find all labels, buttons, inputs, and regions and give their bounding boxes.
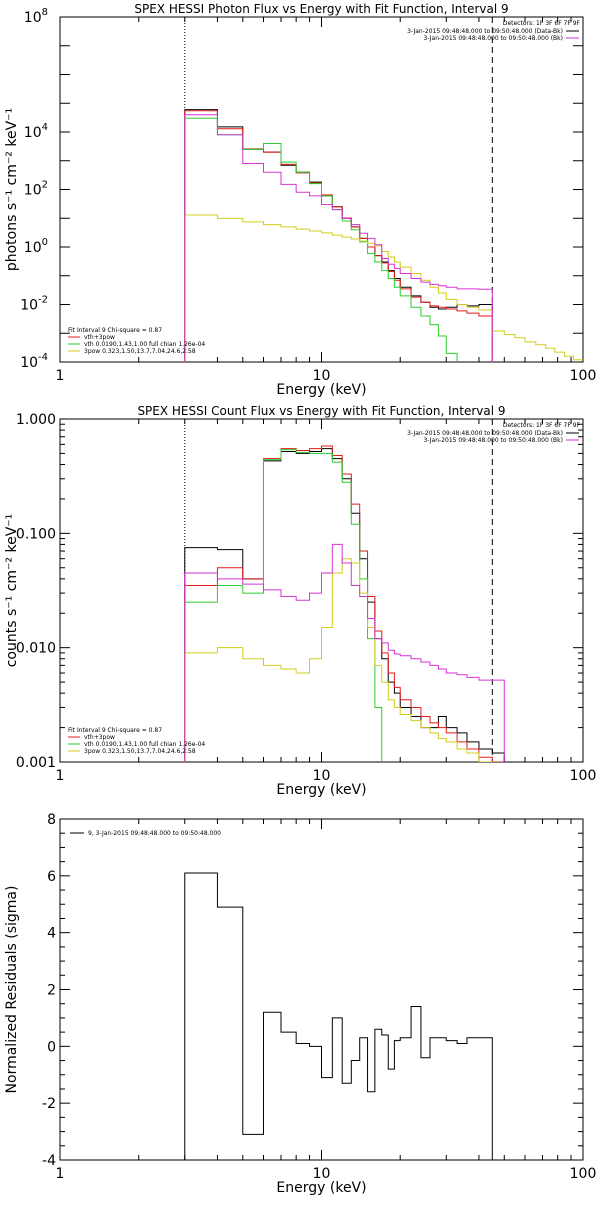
series-group <box>184 109 583 362</box>
legend-detectors: Detectors: 1F 3F 6F 7F 9F <box>503 20 581 27</box>
y-tick-label: 102 <box>24 180 48 199</box>
legend-fit-info: Fit Interval 9 Chi-square = 0.87 <box>68 727 162 734</box>
legend-entry: 3-Jan-2015 09:48:48.000 to 09:50:48.000 … <box>407 28 563 35</box>
y-tick-label: 0.001 <box>16 755 56 771</box>
legend-entry: vth 0.0190,1.43,1.00 full chian 1.26e-04 <box>84 741 205 748</box>
y-tick-label: 10-2 <box>20 295 48 314</box>
axes-frame <box>59 818 584 1161</box>
x-tick-label: 100 <box>570 1166 597 1182</box>
chart-title: SPEX HESSI Photon Flux vs Energy with Fi… <box>134 2 508 16</box>
y-tick-base: 10 <box>24 125 42 141</box>
x-tick-label: 1 <box>56 768 65 784</box>
legend-entry: vth+3pow <box>84 334 115 341</box>
y-tick-base: 10 <box>20 355 38 371</box>
chart-title: SPEX HESSI Count Flux vs Energy with Fit… <box>137 404 505 418</box>
legend-detectors: Detectors: 1F 3F 6F 7F 9F <box>503 422 581 429</box>
plot-2: SPEX HESSI Count Flux vs Energy with Fit… <box>4 404 596 798</box>
y-tick-label: 104 <box>24 122 48 141</box>
legend-entry: vth+3pow <box>84 734 115 741</box>
legend-entry: 3-Jan-2015 09:48:48.000 to 09:50:48.000 … <box>423 437 563 444</box>
y-tick-label: 100 <box>24 237 48 256</box>
y-tick-base: 10 <box>24 10 42 26</box>
y-tick-label: 0.100 <box>16 526 56 542</box>
y-tick-label: 108 <box>24 7 48 26</box>
legend-entry: vth 0.0190,1.43,1.00 full chian 1.26e-04 <box>84 341 205 348</box>
legend-entry: 3-Jan-2015 09:48:48.000 to 09:50:48.000 … <box>423 35 563 42</box>
series-bk <box>184 114 493 362</box>
x-axis-label: Energy (keV) <box>276 1180 366 1196</box>
y-tick-exponent: 2 <box>42 180 48 191</box>
y-axis-label: photons s⁻¹ cm⁻² keV⁻¹ <box>4 108 20 271</box>
y-tick-label: 2 <box>47 983 56 999</box>
y-tick-base: 10 <box>24 183 42 199</box>
y-tick-label: 4 <box>47 926 56 942</box>
y-tick-label: 0.010 <box>16 641 56 657</box>
legend-entry: 3pow 0.323,1.50,13.7,7.04,24.6,2.58 <box>84 748 196 755</box>
legend-entry: 9, 3-Jan-2015 09:48:48.000 to 09:50:48.0… <box>88 830 221 837</box>
y-tick-label: 8 <box>47 812 56 828</box>
y-tick-label: 10-4 <box>20 352 48 371</box>
x-tick-label: 1 <box>56 1166 65 1182</box>
y-axis-label: Normalized Residuals (sigma) <box>4 886 20 1094</box>
x-tick-label: 1 <box>56 368 65 384</box>
x-tick-label: 100 <box>570 768 597 784</box>
y-tick-base: 10 <box>20 298 38 314</box>
x-tick-label: 100 <box>570 368 597 384</box>
y-tick-label: 1.000 <box>16 412 56 428</box>
x-tick-label: 10 <box>313 368 331 384</box>
series-bk <box>184 543 505 762</box>
y-tick-exponent: 8 <box>42 7 48 18</box>
y-tick-label: -2 <box>42 1096 56 1112</box>
y-tick-exponent: -4 <box>38 352 48 363</box>
series-group <box>184 872 493 1160</box>
plot-1: SPEX HESSI Photon Flux vs Energy with Fi… <box>4 2 596 398</box>
series-vth <box>184 117 468 362</box>
y-axis-label: counts s⁻¹ cm⁻² keV⁻¹ <box>4 514 20 668</box>
x-axis-label: Energy (keV) <box>276 782 366 798</box>
x-axis-label: Energy (keV) <box>276 382 366 398</box>
plot-3: 1 10 100 Energy (keV) -4 -2 0 2 4 6 8 Normalized Re… <box>4 812 596 1196</box>
series-3pow <box>184 558 505 762</box>
y-tick-base: 10 <box>24 240 42 256</box>
series-data-bk <box>184 109 493 362</box>
series-vth-3pow <box>184 445 505 762</box>
legend-entry: 3-Jan-2015 09:48:48.000 to 09:50:48.000 … <box>407 430 563 437</box>
y-tick-exponent: -2 <box>38 295 48 306</box>
series-group <box>184 445 505 762</box>
y-tick-label: 0 <box>47 1039 56 1055</box>
series-residuals <box>184 872 493 1160</box>
y-tick-label: 6 <box>47 869 56 885</box>
x-tick-label: 10 <box>313 768 331 784</box>
y-tick-exponent: 0 <box>42 237 48 248</box>
series-vth <box>184 449 401 762</box>
series-data-bk <box>184 448 505 762</box>
legend-fit-info: Fit Interval 9 Chi-square = 0.87 <box>68 327 162 334</box>
series-vth-3pow <box>184 110 493 362</box>
legend-entry: 3pow 0.323,1.50,13.7,7.04,24.6,2.58 <box>84 348 196 355</box>
series-3pow-extension <box>492 330 583 361</box>
x-tick-label: 10 <box>313 1166 331 1182</box>
y-tick-exponent: 4 <box>42 122 48 133</box>
y-tick-label: -4 <box>42 1153 56 1169</box>
